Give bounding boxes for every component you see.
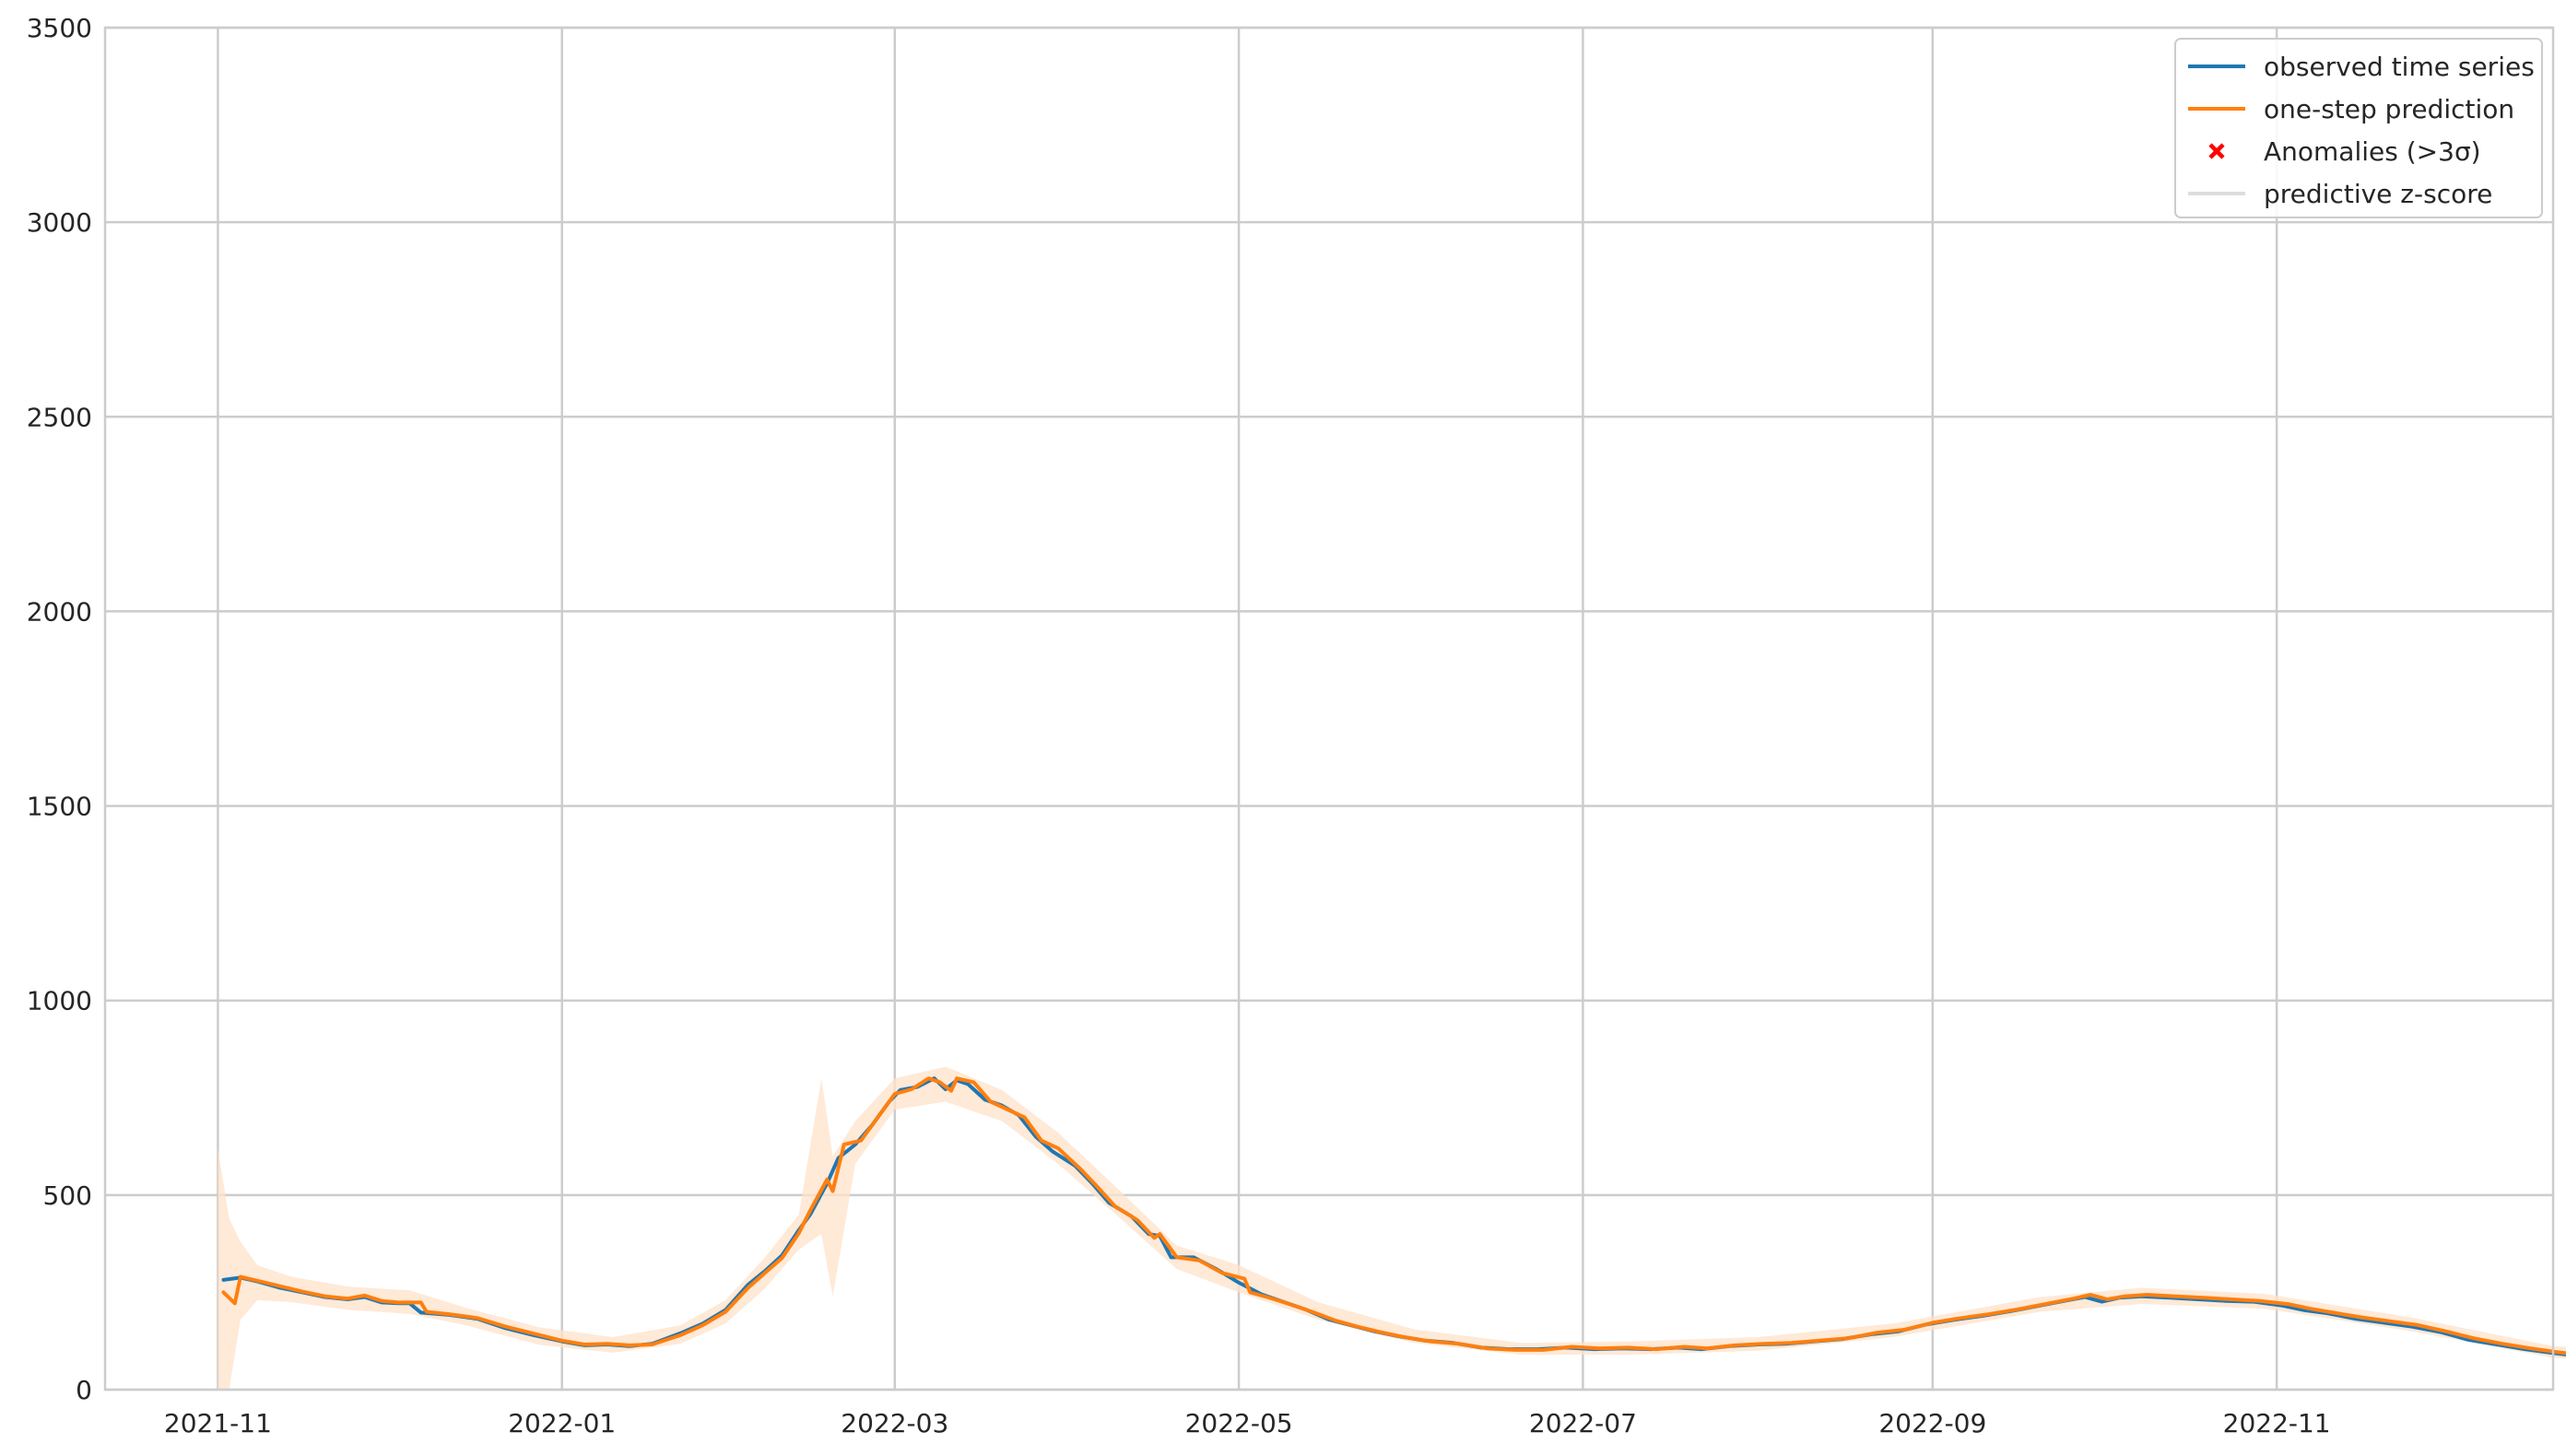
plot-frame xyxy=(103,26,2555,1391)
y-tick-label: 1500 xyxy=(27,792,92,822)
y-tick-label: 2000 xyxy=(27,596,92,627)
series-group xyxy=(221,1076,2566,1356)
y-tick-label: 0 xyxy=(76,1375,92,1405)
legend-label: Anomalies (>3σ) xyxy=(2264,136,2481,167)
x-tick-label: 2022-01 xyxy=(508,1408,616,1438)
x-tick-label: 2022-09 xyxy=(1878,1408,1986,1438)
x-tick-label: 2021-11 xyxy=(164,1408,272,1438)
y-axis: 0 500 1000 1500 2000 2500 3000 3500 xyxy=(27,13,92,1405)
uncertainty-band xyxy=(218,1066,2566,1390)
legend-label: predictive z-score xyxy=(2264,179,2492,209)
legend-x-marker xyxy=(2208,143,2225,159)
y-tick-label: 2500 xyxy=(27,402,92,432)
x-axis: 2021-11 2022-01 2022-03 2022-05 2022-07 2022-… xyxy=(164,1408,2331,1438)
x-tick-label: 2022-05 xyxy=(1185,1408,1293,1438)
legend: observed time series one-step prediction A… xyxy=(2174,38,2543,218)
prediction-band xyxy=(218,1066,2566,1390)
y-tick-label: 3000 xyxy=(27,207,92,238)
legend-label: observed time series xyxy=(2264,52,2535,82)
y-tick-label: 500 xyxy=(43,1180,92,1211)
prediction-series-line xyxy=(221,1076,2566,1356)
legend-box xyxy=(2174,38,2543,218)
x-tick-label: 2022-03 xyxy=(841,1408,948,1438)
legend-label: one-step prediction xyxy=(2264,94,2514,124)
y-tick-label: 1000 xyxy=(27,986,92,1016)
x-tick-label: 2022-11 xyxy=(2223,1408,2331,1438)
plot-area xyxy=(105,28,2553,1390)
x-tick-label: 2022-07 xyxy=(1529,1408,1637,1438)
y-tick-label: 3500 xyxy=(27,13,92,43)
